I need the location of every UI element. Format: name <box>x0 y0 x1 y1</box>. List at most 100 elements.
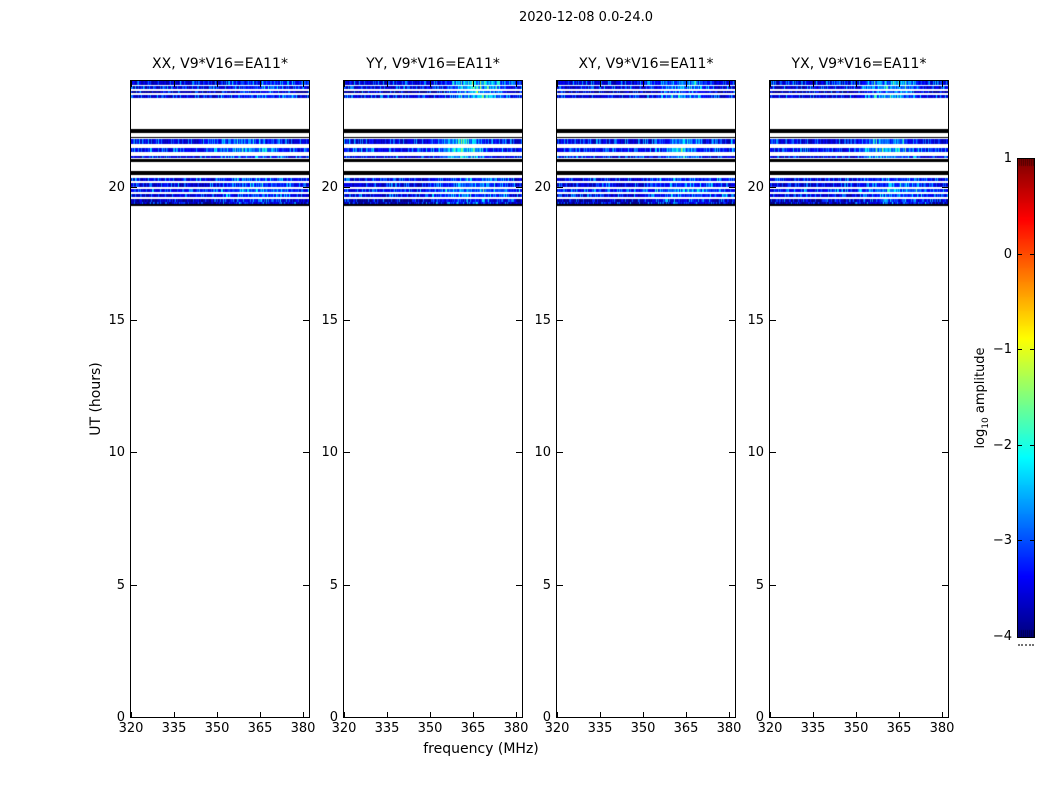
y-tick <box>942 187 948 188</box>
colorbar <box>1017 158 1035 638</box>
y-tick <box>557 717 563 718</box>
x-tick-label: 380 <box>290 721 316 736</box>
panel-yx <box>769 80 949 718</box>
y-tick-label: 10 <box>534 445 551 460</box>
x-tick-label: 335 <box>800 721 826 736</box>
x-tick-label: 350 <box>204 721 230 736</box>
x-tick-label: 320 <box>544 721 570 736</box>
heatmap-canvas-xx <box>131 81 309 717</box>
x-tick <box>942 712 943 718</box>
x-tick-label: 350 <box>843 721 869 736</box>
x-tick <box>217 712 218 718</box>
y-tick <box>770 717 776 718</box>
heatmap-canvas-yx <box>770 81 948 717</box>
panel-xy <box>556 80 736 718</box>
x-tick-label: 335 <box>587 721 613 736</box>
y-tick <box>942 452 948 453</box>
x-tick-label: 335 <box>161 721 187 736</box>
x-tick <box>557 712 558 718</box>
y-tick <box>303 187 309 188</box>
x-tick <box>473 712 474 718</box>
y-tick <box>729 585 735 586</box>
y-tick <box>770 187 776 188</box>
colorbar-tick <box>1018 349 1022 350</box>
colorbar-label: log10 amplitude <box>973 347 991 449</box>
y-tick <box>557 320 563 321</box>
colorbar-tick-label: −2 <box>992 438 1012 453</box>
y-tick <box>344 320 350 321</box>
y-tick <box>344 585 350 586</box>
x-tick <box>942 81 943 87</box>
x-tick <box>174 712 175 718</box>
x-tick <box>729 81 730 87</box>
y-tick <box>131 717 137 718</box>
y-tick <box>516 717 522 718</box>
colorbar-tick-label: −3 <box>992 533 1012 548</box>
panel-title-xy: XY, V9*V16=EA11* <box>578 56 714 72</box>
colorbar-tick-label: 1 <box>1003 151 1012 166</box>
x-tick <box>217 81 218 87</box>
x-tick <box>643 712 644 718</box>
colorbar-tick <box>1018 254 1022 255</box>
colorbar-canvas <box>1018 159 1034 637</box>
heatmap-canvas-yy <box>344 81 522 717</box>
x-tick <box>899 81 900 87</box>
y-tick <box>131 452 137 453</box>
x-tick <box>303 712 304 718</box>
x-tick <box>686 81 687 87</box>
x-tick <box>344 81 345 87</box>
y-tick <box>516 452 522 453</box>
y-tick-label: 10 <box>321 445 338 460</box>
y-tick <box>131 187 137 188</box>
x-tick-label: 365 <box>247 721 273 736</box>
y-tick-label: 5 <box>329 578 338 593</box>
x-tick <box>430 81 431 87</box>
x-tick <box>557 81 558 87</box>
y-tick <box>303 717 309 718</box>
y-tick <box>729 187 735 188</box>
y-tick <box>131 585 137 586</box>
y-tick-label: 5 <box>542 578 551 593</box>
x-tick <box>131 712 132 718</box>
x-tick <box>856 81 857 87</box>
x-tick-label: 365 <box>460 721 486 736</box>
heatmap-canvas-xy <box>557 81 735 717</box>
colorbar-tick <box>1030 254 1034 255</box>
x-tick-label: 380 <box>716 721 742 736</box>
x-tick <box>387 81 388 87</box>
x-tick <box>260 81 261 87</box>
x-tick <box>344 712 345 718</box>
x-tick <box>600 81 601 87</box>
y-tick-label: 15 <box>108 313 125 328</box>
x-tick <box>516 712 517 718</box>
y-tick-label: 5 <box>116 578 125 593</box>
y-tick <box>729 452 735 453</box>
panel-yy <box>343 80 523 718</box>
x-tick-label: 380 <box>503 721 529 736</box>
panel-title-yy: YY, V9*V16=EA11* <box>366 56 500 72</box>
x-tick <box>813 712 814 718</box>
panel-xx <box>130 80 310 718</box>
panel-title-yx: YX, V9*V16=EA11* <box>791 56 927 72</box>
x-tick-label: 350 <box>630 721 656 736</box>
y-tick <box>131 320 137 321</box>
y-tick <box>770 585 776 586</box>
x-tick <box>430 712 431 718</box>
x-tick <box>260 712 261 718</box>
y-tick <box>942 717 948 718</box>
x-tick <box>600 712 601 718</box>
y-tick-label: 20 <box>321 180 338 195</box>
y-tick <box>516 187 522 188</box>
x-tick <box>387 712 388 718</box>
x-tick <box>473 81 474 87</box>
x-tick <box>729 712 730 718</box>
y-tick <box>942 320 948 321</box>
y-tick <box>770 452 776 453</box>
y-tick <box>557 187 563 188</box>
y-tick <box>344 717 350 718</box>
y-tick-label: 20 <box>108 180 125 195</box>
y-tick <box>344 187 350 188</box>
x-tick-label: 350 <box>417 721 443 736</box>
x-axis-label: frequency (MHz) <box>423 741 539 757</box>
x-tick <box>516 81 517 87</box>
